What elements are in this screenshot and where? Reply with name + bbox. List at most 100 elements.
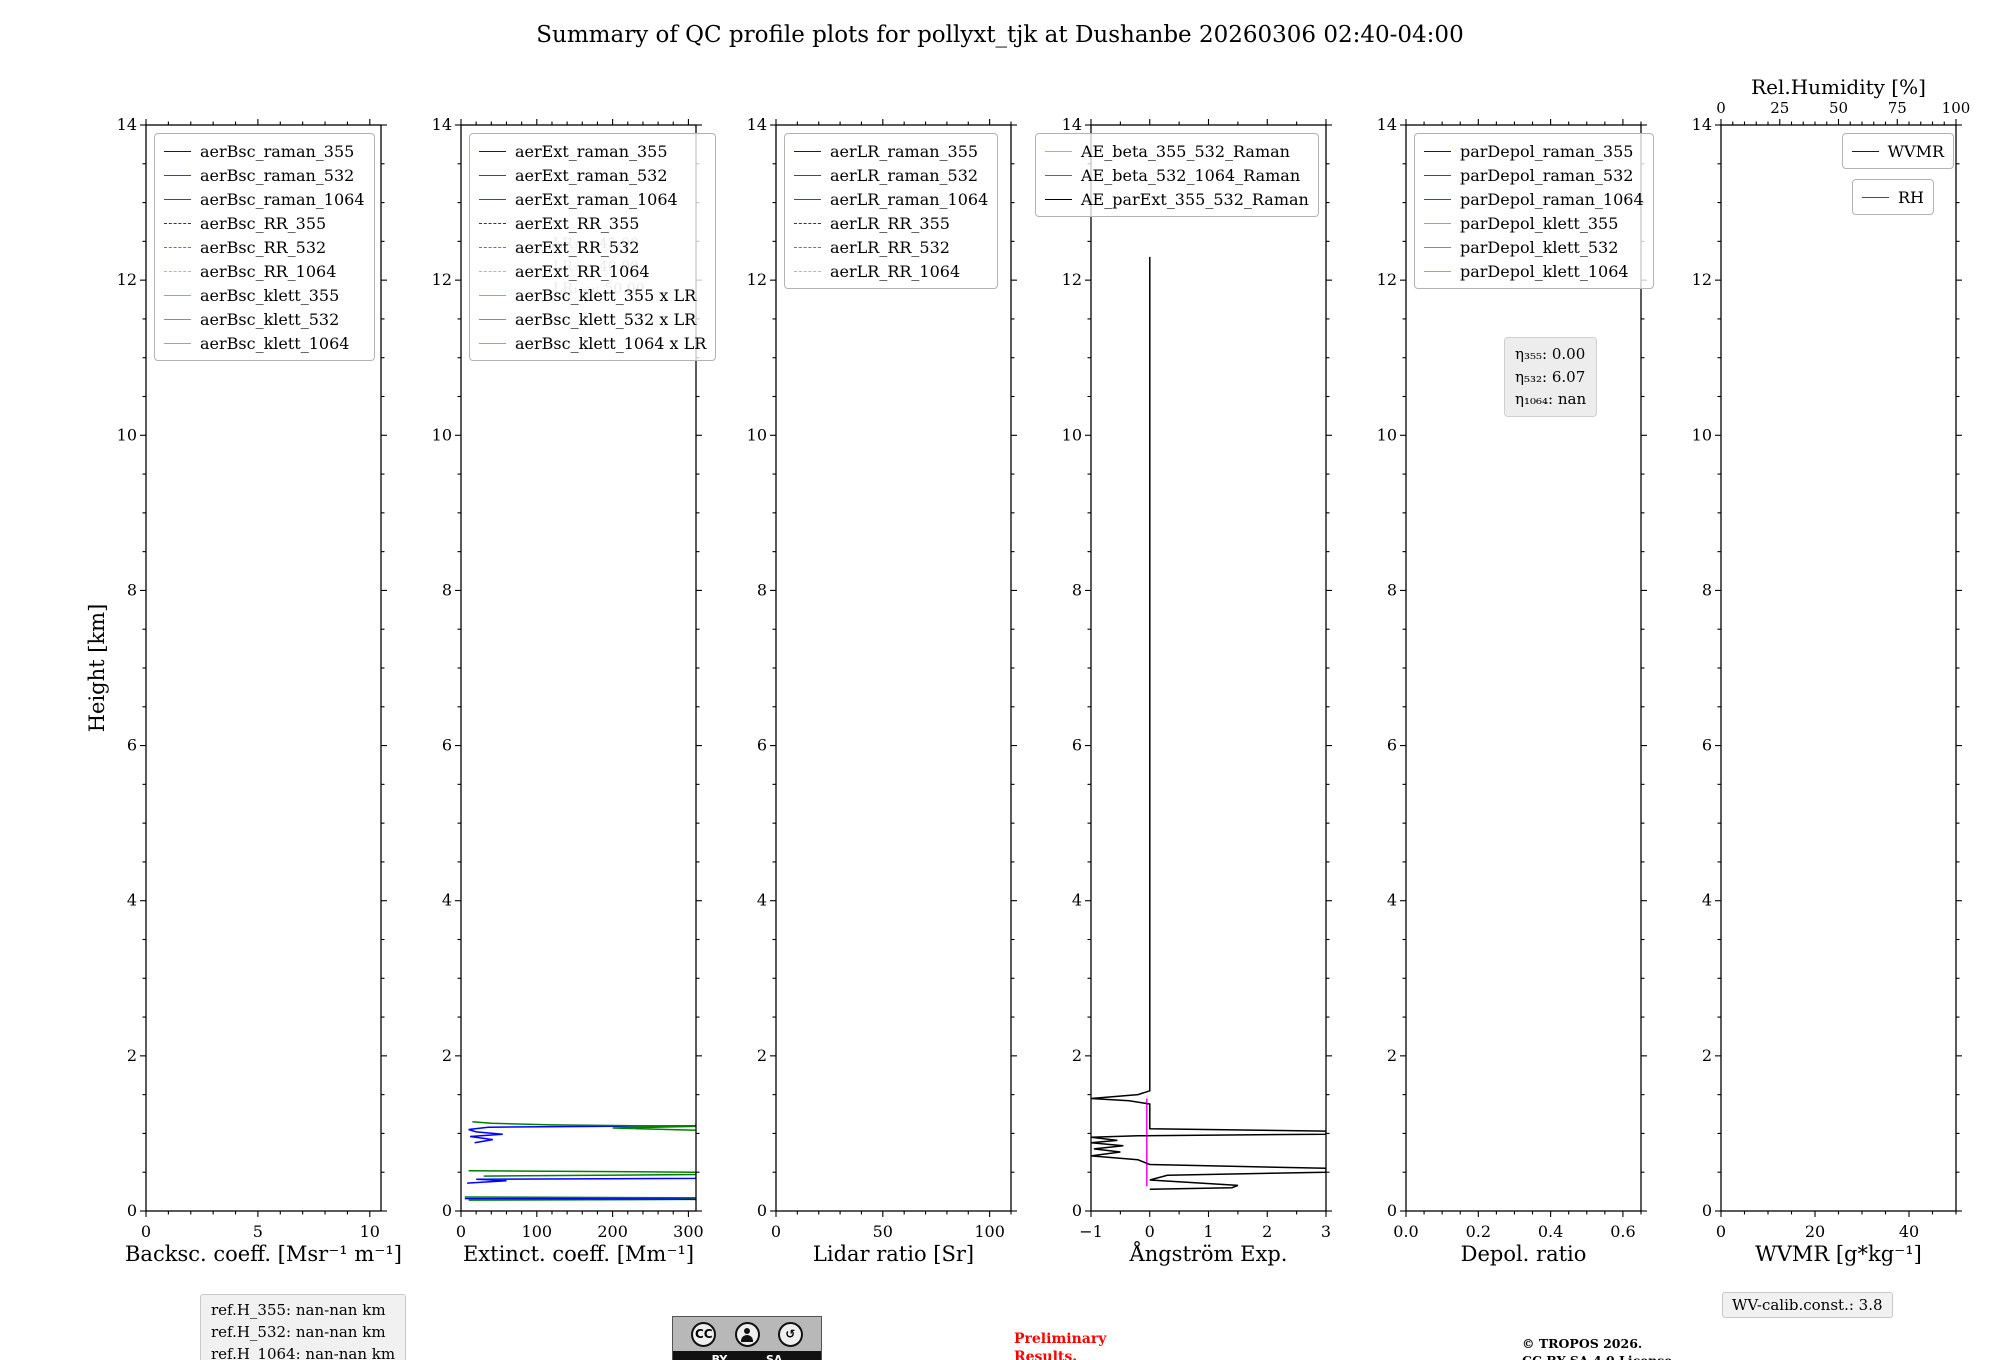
legend-line-swatch [794,246,821,248]
tick-label: 2 [1072,1046,1082,1065]
legend-item: parDepol_raman_532 [1424,163,1644,187]
legend-label: aerExt_raman_355 [515,141,668,161]
legend-label: aerBsc_klett_355 [200,285,340,305]
tick-label: 50 [1829,99,1848,117]
tick-label: 0 [1716,99,1726,117]
legend-line-swatch [1424,198,1451,200]
legend-line-swatch [794,174,821,176]
legend-label: parDepol_raman_1064 [1460,189,1644,209]
legend-line-swatch [479,222,506,224]
legend-line-swatch [164,270,191,272]
tick-label: 75 [1888,99,1907,117]
panel-lidar-ratio: 0 50 100 0 2 4 6 8 10 12 14 aerLR_raman_355 aerLR_r… [747,115,1017,1266]
legend-label: aerBsc_klett_532 x LR [515,309,697,329]
legend-line-swatch [479,174,506,176]
backscatter-plot: 0 5 10 0 2 4 6 8 10 12 14 [117,115,387,1241]
legend-label: aerLR_raman_1064 [830,189,989,209]
legend-item: parDepol_klett_355 [1424,211,1644,235]
tick-label: 0 [1387,1201,1397,1220]
legend-item: aerExt_raman_355 [479,139,706,163]
tick-label: −1 [1079,1222,1103,1241]
legend-label: aerBsc_raman_532 [200,165,355,185]
tick-label: 50 [873,1222,893,1241]
tick-label: 6 [757,736,767,755]
legend-label: AE_beta_532_1064_Raman [1081,165,1301,185]
tick-label: 2 [1387,1046,1397,1065]
tick-label: 10 [117,425,137,444]
tick-label: 0.4 [1538,1222,1563,1241]
legend-item: aerLR_RR_355 [794,211,988,235]
tick-label: 0 [442,1201,452,1220]
cc-sa-label: SA [765,1352,783,1360]
tick-label: 0 [1072,1201,1082,1220]
cc-by-sa-strip: BY SA [673,1351,821,1360]
legend-label: aerExt_RR_355 [515,213,640,233]
legend-label: parDepol_klett_532 [1460,237,1619,257]
tick-label: 25 [1770,99,1789,117]
tick-label: 4 [1072,891,1082,910]
tick-label: 12 [117,270,137,289]
tick-label: 1 [1203,1222,1213,1241]
reference-heights-box: ref.H_355: nan-nan km ref.H_532: nan-nan… [200,1294,407,1360]
preliminary-line-2: Results. [1014,1349,1078,1360]
share-alike-arrow-icon: ↺ [777,1321,803,1347]
panel-angstrom: −1 0 1 2 3 0 2 4 6 8 10 12 14 AE_beta_355_532_Raman A… [1035,115,1332,1266]
lidar-ratio-plot: 0 50 100 0 2 4 6 8 10 12 14 [747,115,1017,1241]
legend-line-swatch [1424,174,1451,176]
legend-line-swatch [164,294,191,296]
wvmr-xlabel: WVMR [g*kg⁻¹] [1755,1242,1922,1266]
legend-line-swatch [1851,150,1879,152]
legend-line-swatch [1862,196,1889,198]
legend-line-swatch [479,342,506,344]
legend-line-swatch [164,318,191,320]
legend-item: aerBsc_klett_1064 [164,331,365,355]
tick-label: 100 [522,1222,553,1241]
figure-title: Summary of QC profile plots for pollyxt_… [536,22,1464,48]
tick-label: 12 [432,270,452,289]
tick-label: 2 [757,1046,767,1065]
tick-label: 8 [442,580,452,599]
tick-label: 6 [127,736,137,755]
tick-label: 5 [253,1222,263,1241]
tick-label: 12 [1062,270,1082,289]
tick-label: 14 [432,115,452,134]
legend-line-swatch [1045,150,1072,152]
legend-line-swatch [1424,222,1451,224]
legend-line-swatch [1424,246,1451,248]
legend-line-swatch [1424,270,1451,272]
tick-label: 14 [117,115,137,134]
tick-label: 12 [747,270,767,289]
preliminary-results-note: Preliminary Results. [1014,1330,1106,1360]
legend-line-swatch [794,150,821,152]
legend-item: aerBsc_RR_1064 [164,259,365,283]
tick-label: 0 [141,1222,151,1241]
legend-item: aerLR_RR_1064 [794,259,988,283]
series-aerExt_raman_532_mid [468,1169,696,1177]
legend-item: aerBsc_RR_532 [164,235,365,259]
tick-label: 6 [1387,736,1397,755]
tick-label: 0 [1702,1201,1712,1220]
legend-line-swatch [479,246,506,248]
legend-line-swatch [479,270,506,272]
legend-label: WVMR [1887,141,1944,161]
legend-item: WVMR [1851,139,1944,163]
person-body [741,1335,753,1342]
legend-item: aerBsc_RR_355 [164,211,365,235]
legend-label: aerLR_RR_1064 [830,261,961,281]
tick-label: 10 [432,425,452,444]
series-aerExt_raman_532_low [464,1196,696,1201]
panel-wvmr: 0 20 40 0 2 4 6 8 10 12 14 0 25 50 75 100 Rel.Humidity … [1692,75,1971,1266]
legend-item: aerExt_RR_1064 [479,259,706,283]
angstrom-legend: AE_beta_355_532_Raman AE_beta_532_1064_Ra… [1035,133,1319,217]
legend-item: parDepol_klett_1064 [1424,259,1644,283]
legend-item: aerBsc_klett_1064 x LR [479,331,706,355]
legend-label: AE_parExt_355_532_Raman [1081,189,1309,209]
backscatter-xlabel: Backsc. coeff. [Msr⁻¹ m⁻¹] [125,1242,402,1266]
extinction-plot: 0 100 200 300 0 2 4 6 8 10 12 14 [432,115,704,1241]
legend-line-swatch [794,198,821,200]
legend-line-swatch [1045,174,1072,176]
tick-label: 0 [757,1201,767,1220]
series-aerExt_raman_355_mid [467,1176,696,1184]
